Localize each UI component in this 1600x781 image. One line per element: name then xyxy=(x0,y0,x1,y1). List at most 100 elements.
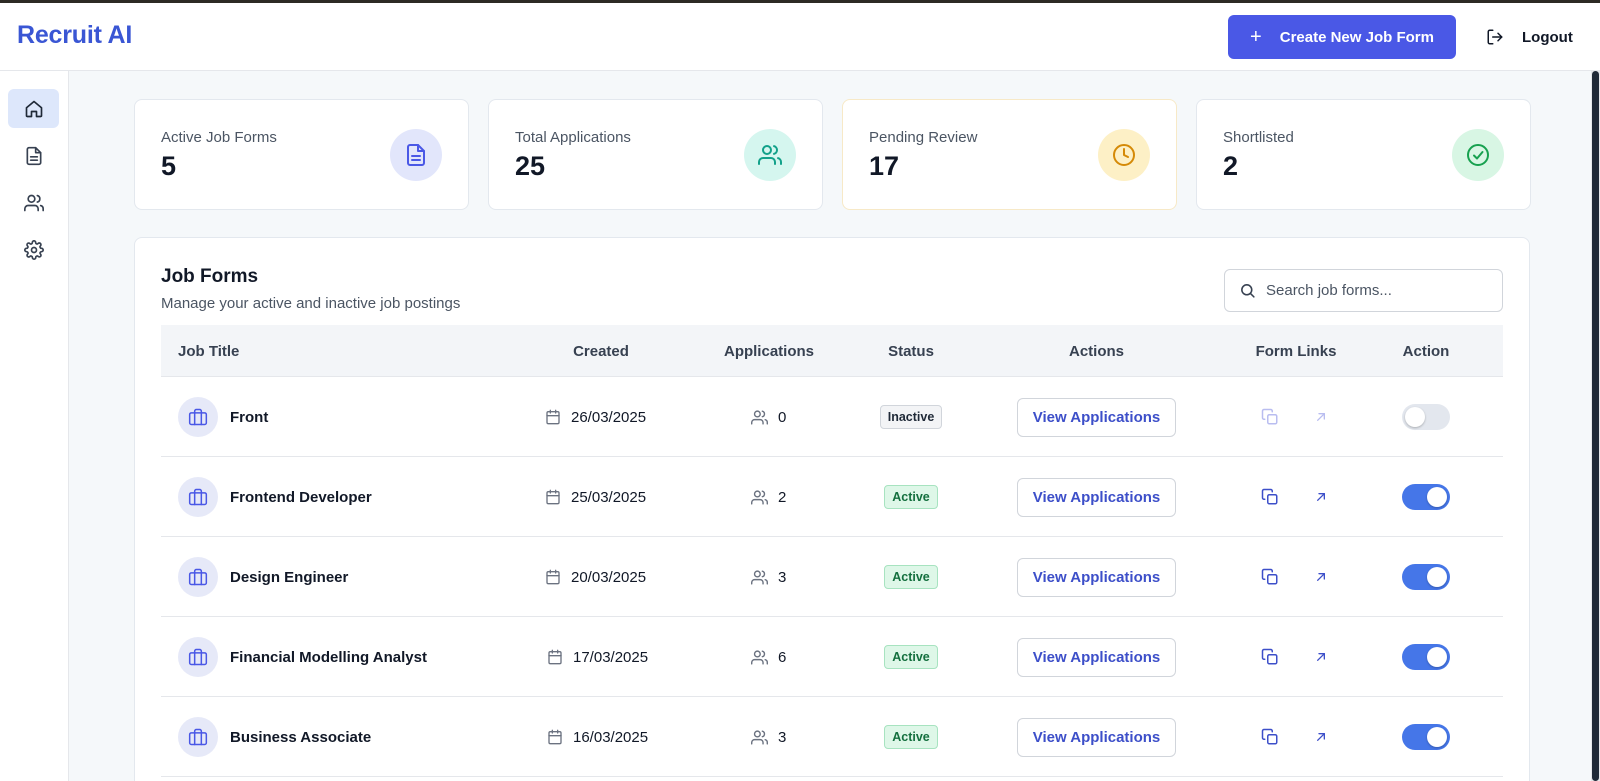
status-cell: Active xyxy=(861,537,961,617)
search-icon xyxy=(1241,284,1255,298)
briefcase-icon xyxy=(178,477,218,517)
open-link-icon[interactable] xyxy=(1313,729,1329,745)
created-cell: 16/03/2025 xyxy=(547,697,648,777)
view-applications-button[interactable]: View Applications xyxy=(1017,717,1176,757)
status-badge: Inactive xyxy=(879,405,943,429)
toggle-cell xyxy=(1402,457,1450,537)
stat-card-total-applications: Total Applications 25 xyxy=(488,99,823,210)
column-header-applications[interactable]: Applications xyxy=(723,342,814,360)
toggle-cell xyxy=(1402,697,1450,777)
job-forms-subtitle: Manage your active and inactive job post… xyxy=(161,295,461,312)
active-toggle[interactable] xyxy=(1402,404,1450,430)
actions-cell: View Applications xyxy=(1017,377,1176,457)
view-applications-button[interactable]: View Applications xyxy=(1017,557,1176,597)
stat-label: Shortlisted xyxy=(1223,129,1294,146)
logout-icon xyxy=(1487,29,1503,45)
job-title[interactable]: Business Associate xyxy=(230,728,372,746)
table-row: Frontend Developer 25/03/2025 2 Active V… xyxy=(161,457,1503,537)
form-links-cell xyxy=(1261,537,1329,617)
sidebar-item-settings[interactable] xyxy=(8,230,59,269)
toggle-cell xyxy=(1402,617,1450,697)
active-toggle[interactable] xyxy=(1402,564,1450,590)
status-cell: Active xyxy=(861,697,961,777)
toggle-knob xyxy=(1427,727,1447,747)
created-cell: 17/03/2025 xyxy=(547,617,648,697)
toggle-knob xyxy=(1427,567,1447,587)
calendar-icon xyxy=(548,649,562,665)
form-links-cell xyxy=(1261,697,1329,777)
actions-cell: View Applications xyxy=(1017,617,1176,697)
home-icon xyxy=(25,100,42,117)
copy-link-icon[interactable] xyxy=(1261,408,1279,426)
created-cell: 25/03/2025 xyxy=(545,457,646,537)
job-title[interactable]: Front xyxy=(230,408,269,426)
users-icon xyxy=(751,649,768,665)
form-links-cell xyxy=(1261,617,1329,697)
view-applications-button[interactable]: View Applications xyxy=(1017,637,1176,677)
briefcase-icon xyxy=(178,717,218,757)
sidebar-item-candidates[interactable] xyxy=(8,183,59,222)
check-circle-icon xyxy=(1452,129,1504,181)
view-applications-button[interactable]: View Applications xyxy=(1017,477,1176,517)
active-toggle[interactable] xyxy=(1402,724,1450,750)
stat-label: Pending Review xyxy=(869,129,978,146)
job-title[interactable]: Frontend Developer xyxy=(230,488,372,506)
stat-card-active-job-forms: Active Job Forms 5 xyxy=(134,99,469,210)
users-icon xyxy=(751,409,768,425)
stat-value: 2 xyxy=(1223,151,1239,181)
toggle-cell xyxy=(1402,537,1450,617)
scrollbar-thumb[interactable] xyxy=(1592,71,1599,781)
status-badge: Active xyxy=(884,485,938,509)
table-row: Design Engineer 20/03/2025 3 Active View… xyxy=(161,537,1503,617)
sidebar-item-job-forms[interactable] xyxy=(8,136,59,175)
table-row: Financial Modelling Analyst 17/03/2025 6… xyxy=(161,617,1503,697)
column-header-job-title[interactable]: Job Title xyxy=(178,342,240,360)
copy-link-icon[interactable] xyxy=(1261,488,1279,506)
column-header-actions: Actions xyxy=(1068,342,1124,360)
search-box xyxy=(1224,269,1503,312)
open-link-icon[interactable] xyxy=(1313,409,1329,425)
calendar-icon xyxy=(546,569,560,585)
users-icon xyxy=(751,489,768,505)
briefcase-icon xyxy=(178,397,218,437)
stat-label: Total Applications xyxy=(515,129,631,146)
brand-logo[interactable]: Recruit AI xyxy=(17,21,133,49)
job-title-cell: Business Associate xyxy=(178,697,371,777)
open-link-icon[interactable] xyxy=(1313,489,1329,505)
active-toggle[interactable] xyxy=(1402,644,1450,670)
job-forms-panel: Job Forms Manage your active and inactiv… xyxy=(134,237,1530,781)
applications-cell: 3 xyxy=(751,697,786,777)
job-title[interactable]: Design Engineer xyxy=(230,568,349,586)
open-link-icon[interactable] xyxy=(1313,649,1329,665)
job-forms-table: Job Title Created Applications Status Ac… xyxy=(161,325,1503,777)
toggle-cell xyxy=(1402,377,1450,457)
form-links-cell xyxy=(1261,377,1329,457)
column-header-status[interactable]: Status xyxy=(888,342,934,360)
search-input[interactable] xyxy=(1266,282,1486,299)
logout-button[interactable]: Logout xyxy=(1486,15,1573,59)
actions-cell: View Applications xyxy=(1017,457,1176,537)
table-row: Front 26/03/2025 0 Inactive View Applica… xyxy=(161,377,1503,457)
stat-value: 17 xyxy=(869,151,900,181)
created-date: 16/03/2025 xyxy=(573,728,649,746)
active-toggle[interactable] xyxy=(1402,484,1450,510)
sidebar-item-home[interactable] xyxy=(8,89,59,128)
gear-icon xyxy=(23,239,44,260)
create-job-form-button[interactable]: + Create New Job Form xyxy=(1228,15,1456,59)
column-header-created[interactable]: Created xyxy=(573,342,629,360)
open-link-icon[interactable] xyxy=(1313,569,1329,585)
copy-link-icon[interactable] xyxy=(1261,568,1279,586)
toggle-knob xyxy=(1405,407,1425,427)
view-applications-button[interactable]: View Applications xyxy=(1017,397,1176,437)
job-forms-title: Job Forms xyxy=(161,266,259,287)
users-icon xyxy=(751,729,768,745)
column-header-form-links: Form Links xyxy=(1255,342,1337,360)
created-cell: 20/03/2025 xyxy=(545,537,646,617)
status-badge: Active xyxy=(884,565,938,589)
stat-label: Active Job Forms xyxy=(161,129,277,146)
applications-cell: 3 xyxy=(751,537,786,617)
copy-link-icon[interactable] xyxy=(1261,728,1279,746)
job-title[interactable]: Financial Modelling Analyst xyxy=(230,648,427,666)
copy-link-icon[interactable] xyxy=(1261,648,1279,666)
actions-cell: View Applications xyxy=(1017,697,1176,777)
